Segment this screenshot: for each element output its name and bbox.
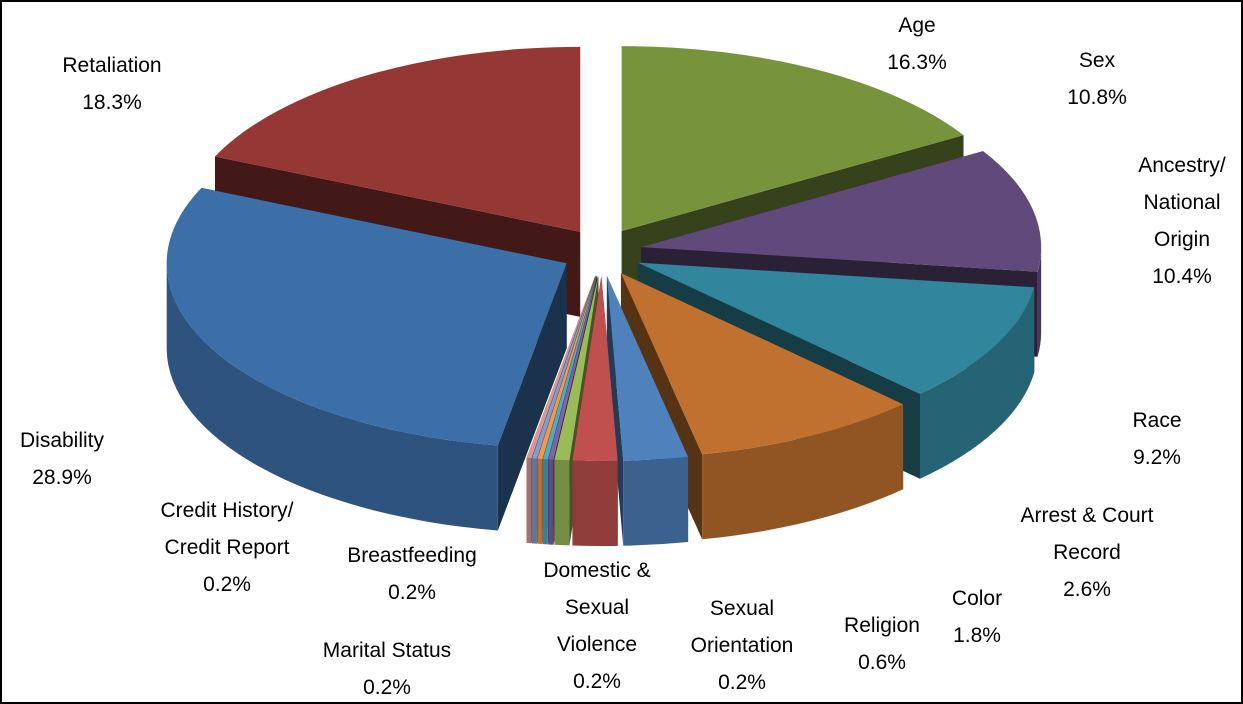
data-label: Age 16.3% <box>817 7 1017 81</box>
value-label: 18.3% <box>82 91 142 114</box>
slice-side <box>526 457 532 544</box>
data-label: Religion 0.6% <box>832 607 932 681</box>
slice <box>606 275 689 546</box>
data-label: Disability 28.9% <box>2 422 122 496</box>
slice-top <box>572 275 618 461</box>
data-label: Ancestry/ National Origin 10.4% <box>1127 147 1237 295</box>
category-label: Disability <box>19 429 105 452</box>
data-label: Marital Status 0.2% <box>292 632 482 702</box>
category-label: Religion <box>844 614 920 637</box>
slice-top <box>621 46 964 232</box>
data-label: Retaliation 18.3% <box>42 47 182 121</box>
slice-side <box>537 458 543 545</box>
value-label: 1.8% <box>953 624 1001 647</box>
value-label: 10.8% <box>1067 86 1127 109</box>
slice-wall <box>606 275 624 546</box>
slice <box>572 275 618 546</box>
data-label: Breastfeeding 0.2% <box>327 537 497 611</box>
value-label: 0.6% <box>858 651 906 674</box>
value-label: 28.9% <box>32 466 92 489</box>
slice-top <box>548 275 598 460</box>
slice-top <box>637 262 1035 394</box>
slice-side <box>554 459 570 546</box>
data-label: Sex 10.8% <box>1037 42 1157 116</box>
slice-top <box>554 275 599 461</box>
slice-side <box>548 459 554 545</box>
slice <box>166 187 567 531</box>
slice-side <box>166 263 498 531</box>
slice-top <box>531 275 596 459</box>
value-label: 0.2% <box>363 676 411 699</box>
category-label: Ancestry/ National Origin <box>1138 154 1226 251</box>
value-label: 0.2% <box>573 670 621 693</box>
slice-top <box>620 273 904 455</box>
slice-side <box>542 459 548 545</box>
category-label: Sexual Orientation <box>690 597 794 657</box>
slice-side <box>531 458 537 544</box>
slice-top <box>214 46 581 232</box>
category-label: Arrest & Court Record <box>1020 504 1154 564</box>
data-label: Credit History/ Credit Report 0.2% <box>137 492 317 603</box>
category-label: Age <box>898 14 936 37</box>
value-label: 9.2% <box>1133 446 1181 469</box>
value-label: 16.3% <box>887 51 947 74</box>
data-label: Color 1.8% <box>927 580 1027 654</box>
slice-side <box>702 404 904 540</box>
category-label: Domestic & Sexual Violence <box>543 559 651 656</box>
slice-top <box>166 187 567 446</box>
category-label: Color <box>951 587 1003 610</box>
slice-side <box>920 287 1035 479</box>
value-label: 10.4% <box>1152 265 1212 288</box>
slice-side <box>1037 247 1042 357</box>
value-label: 0.2% <box>388 581 436 604</box>
value-label: 0.2% <box>203 573 251 596</box>
category-label: Breastfeeding <box>347 544 477 567</box>
slice-side <box>623 456 689 546</box>
category-label: Retaliation <box>62 54 162 77</box>
category-label: Race <box>1132 409 1182 432</box>
slice-top <box>641 151 1042 272</box>
slice-top <box>606 275 689 461</box>
data-label: Sexual Orientation 0.2% <box>677 590 807 701</box>
category-label: Marital Status <box>322 639 452 662</box>
value-label: 0.2% <box>718 671 766 694</box>
data-label: Domestic & Sexual Violence 0.2% <box>542 552 652 700</box>
category-label: Sex <box>1078 49 1116 72</box>
value-label: 2.6% <box>1063 578 1111 601</box>
data-label: Arrest & Court Record 2.6% <box>997 497 1177 608</box>
slice-side <box>572 460 618 546</box>
slice-top <box>542 275 597 460</box>
category-label: Credit History/ Credit Report <box>160 499 294 559</box>
slice-top <box>537 275 597 460</box>
data-label: Race 9.2% <box>1107 402 1207 476</box>
slice-top <box>526 275 596 459</box>
